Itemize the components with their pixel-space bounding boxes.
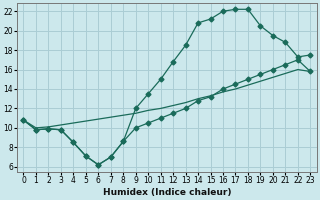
X-axis label: Humidex (Indice chaleur): Humidex (Indice chaleur) — [103, 188, 231, 197]
